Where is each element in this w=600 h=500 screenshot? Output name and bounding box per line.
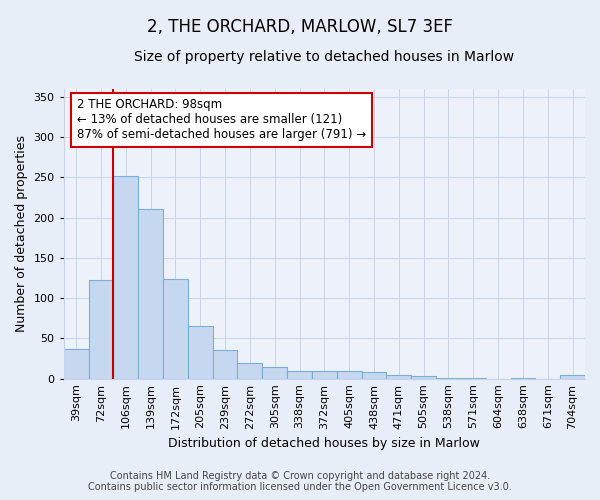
Text: 2, THE ORCHARD, MARLOW, SL7 3EF: 2, THE ORCHARD, MARLOW, SL7 3EF <box>147 18 453 36</box>
Title: Size of property relative to detached houses in Marlow: Size of property relative to detached ho… <box>134 50 514 64</box>
Bar <box>212 350 238 378</box>
Bar <box>188 326 212 378</box>
Bar <box>337 372 362 378</box>
Bar <box>262 368 287 378</box>
Y-axis label: Number of detached properties: Number of detached properties <box>15 135 28 332</box>
Bar <box>138 209 163 378</box>
Bar <box>113 176 138 378</box>
Bar <box>312 372 337 378</box>
Bar <box>411 376 436 378</box>
Bar <box>64 349 89 378</box>
Text: Contains HM Land Registry data © Crown copyright and database right 2024.
Contai: Contains HM Land Registry data © Crown c… <box>88 471 512 492</box>
Bar <box>163 279 188 378</box>
Text: 2 THE ORCHARD: 98sqm
← 13% of detached houses are smaller (121)
87% of semi-deta: 2 THE ORCHARD: 98sqm ← 13% of detached h… <box>77 98 367 142</box>
X-axis label: Distribution of detached houses by size in Marlow: Distribution of detached houses by size … <box>169 437 480 450</box>
Bar <box>386 376 411 378</box>
Bar <box>287 372 312 378</box>
Bar <box>362 372 386 378</box>
Bar <box>560 376 585 378</box>
Bar <box>238 364 262 378</box>
Bar <box>89 280 113 378</box>
